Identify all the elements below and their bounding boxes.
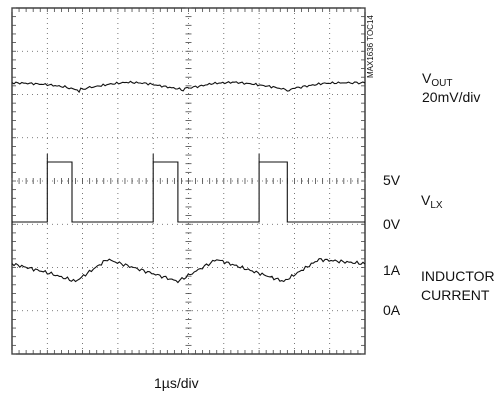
traces — [11, 80, 366, 284]
x-axis-label: 1µs/div — [154, 375, 199, 391]
current-0a-level-label: 0A — [383, 302, 401, 318]
inductor-current-trace — [11, 258, 366, 284]
inductor-current-label: INDUCTOR — [421, 268, 495, 284]
plot-id-label: MAX1636 TOC14 — [366, 15, 375, 78]
vlx-label: VLX — [421, 192, 443, 211]
vout-label: VOUT — [422, 70, 453, 89]
inductor-current-label-2: CURRENT — [421, 287, 490, 303]
current-1a-level-label: 1A — [383, 262, 401, 278]
vlx-trace — [12, 161, 365, 223]
vlx-low-level-label: 0V — [383, 216, 401, 232]
vout-trace — [11, 80, 366, 94]
vout-scale-label: 20mV/div — [422, 89, 481, 105]
vlx-high-level-label: 5V — [383, 172, 401, 188]
graticule — [11, 7, 366, 355]
